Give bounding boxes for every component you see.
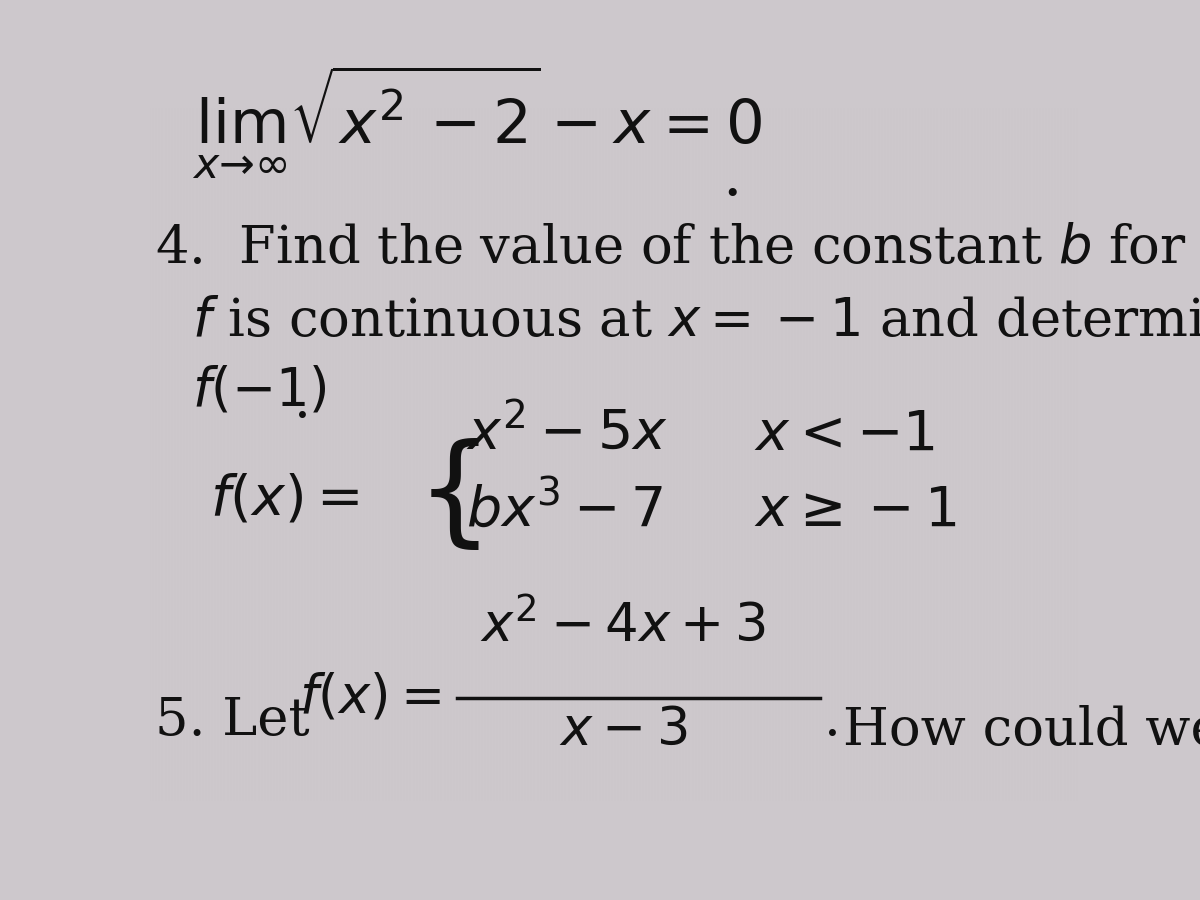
Text: $f(-1)$: $f(-1)$ [192, 365, 326, 417]
Text: $f(x) =$: $f(x) =$ [210, 472, 360, 526]
Text: $x < -1$: $x < -1$ [755, 407, 936, 462]
Text: $x^2 - 5x$: $x^2 - 5x$ [467, 407, 668, 462]
Text: How could we: How could we [842, 705, 1200, 756]
Text: $\{$: $\{$ [415, 437, 480, 554]
Text: $f(x) =$: $f(x) =$ [299, 673, 440, 724]
Text: $x^2 - 4x + 3$: $x^2 - 4x + 3$ [480, 600, 766, 652]
Text: $bx^3 - 7$: $bx^3 - 7$ [467, 482, 664, 537]
Text: 5. Let: 5. Let [155, 695, 310, 745]
Text: .: . [824, 695, 841, 745]
Text: .: . [294, 377, 311, 428]
Text: $\lim_{x \to \infty} \sqrt{x^2 - 2} - x = 0$: $\lim_{x \to \infty} \sqrt{x^2 - 2} - x … [192, 64, 762, 181]
Text: .: . [722, 148, 742, 209]
Text: $x \geq -1$: $x \geq -1$ [755, 483, 958, 537]
Text: $f$ is continuous at $x = -1$ and determin: $f$ is continuous at $x = -1$ and determ… [192, 296, 1200, 347]
Text: $x - 3$: $x - 3$ [559, 705, 688, 756]
Text: 4.  Find the value of the constant $b$ for which: 4. Find the value of the constant $b$ fo… [155, 223, 1200, 274]
